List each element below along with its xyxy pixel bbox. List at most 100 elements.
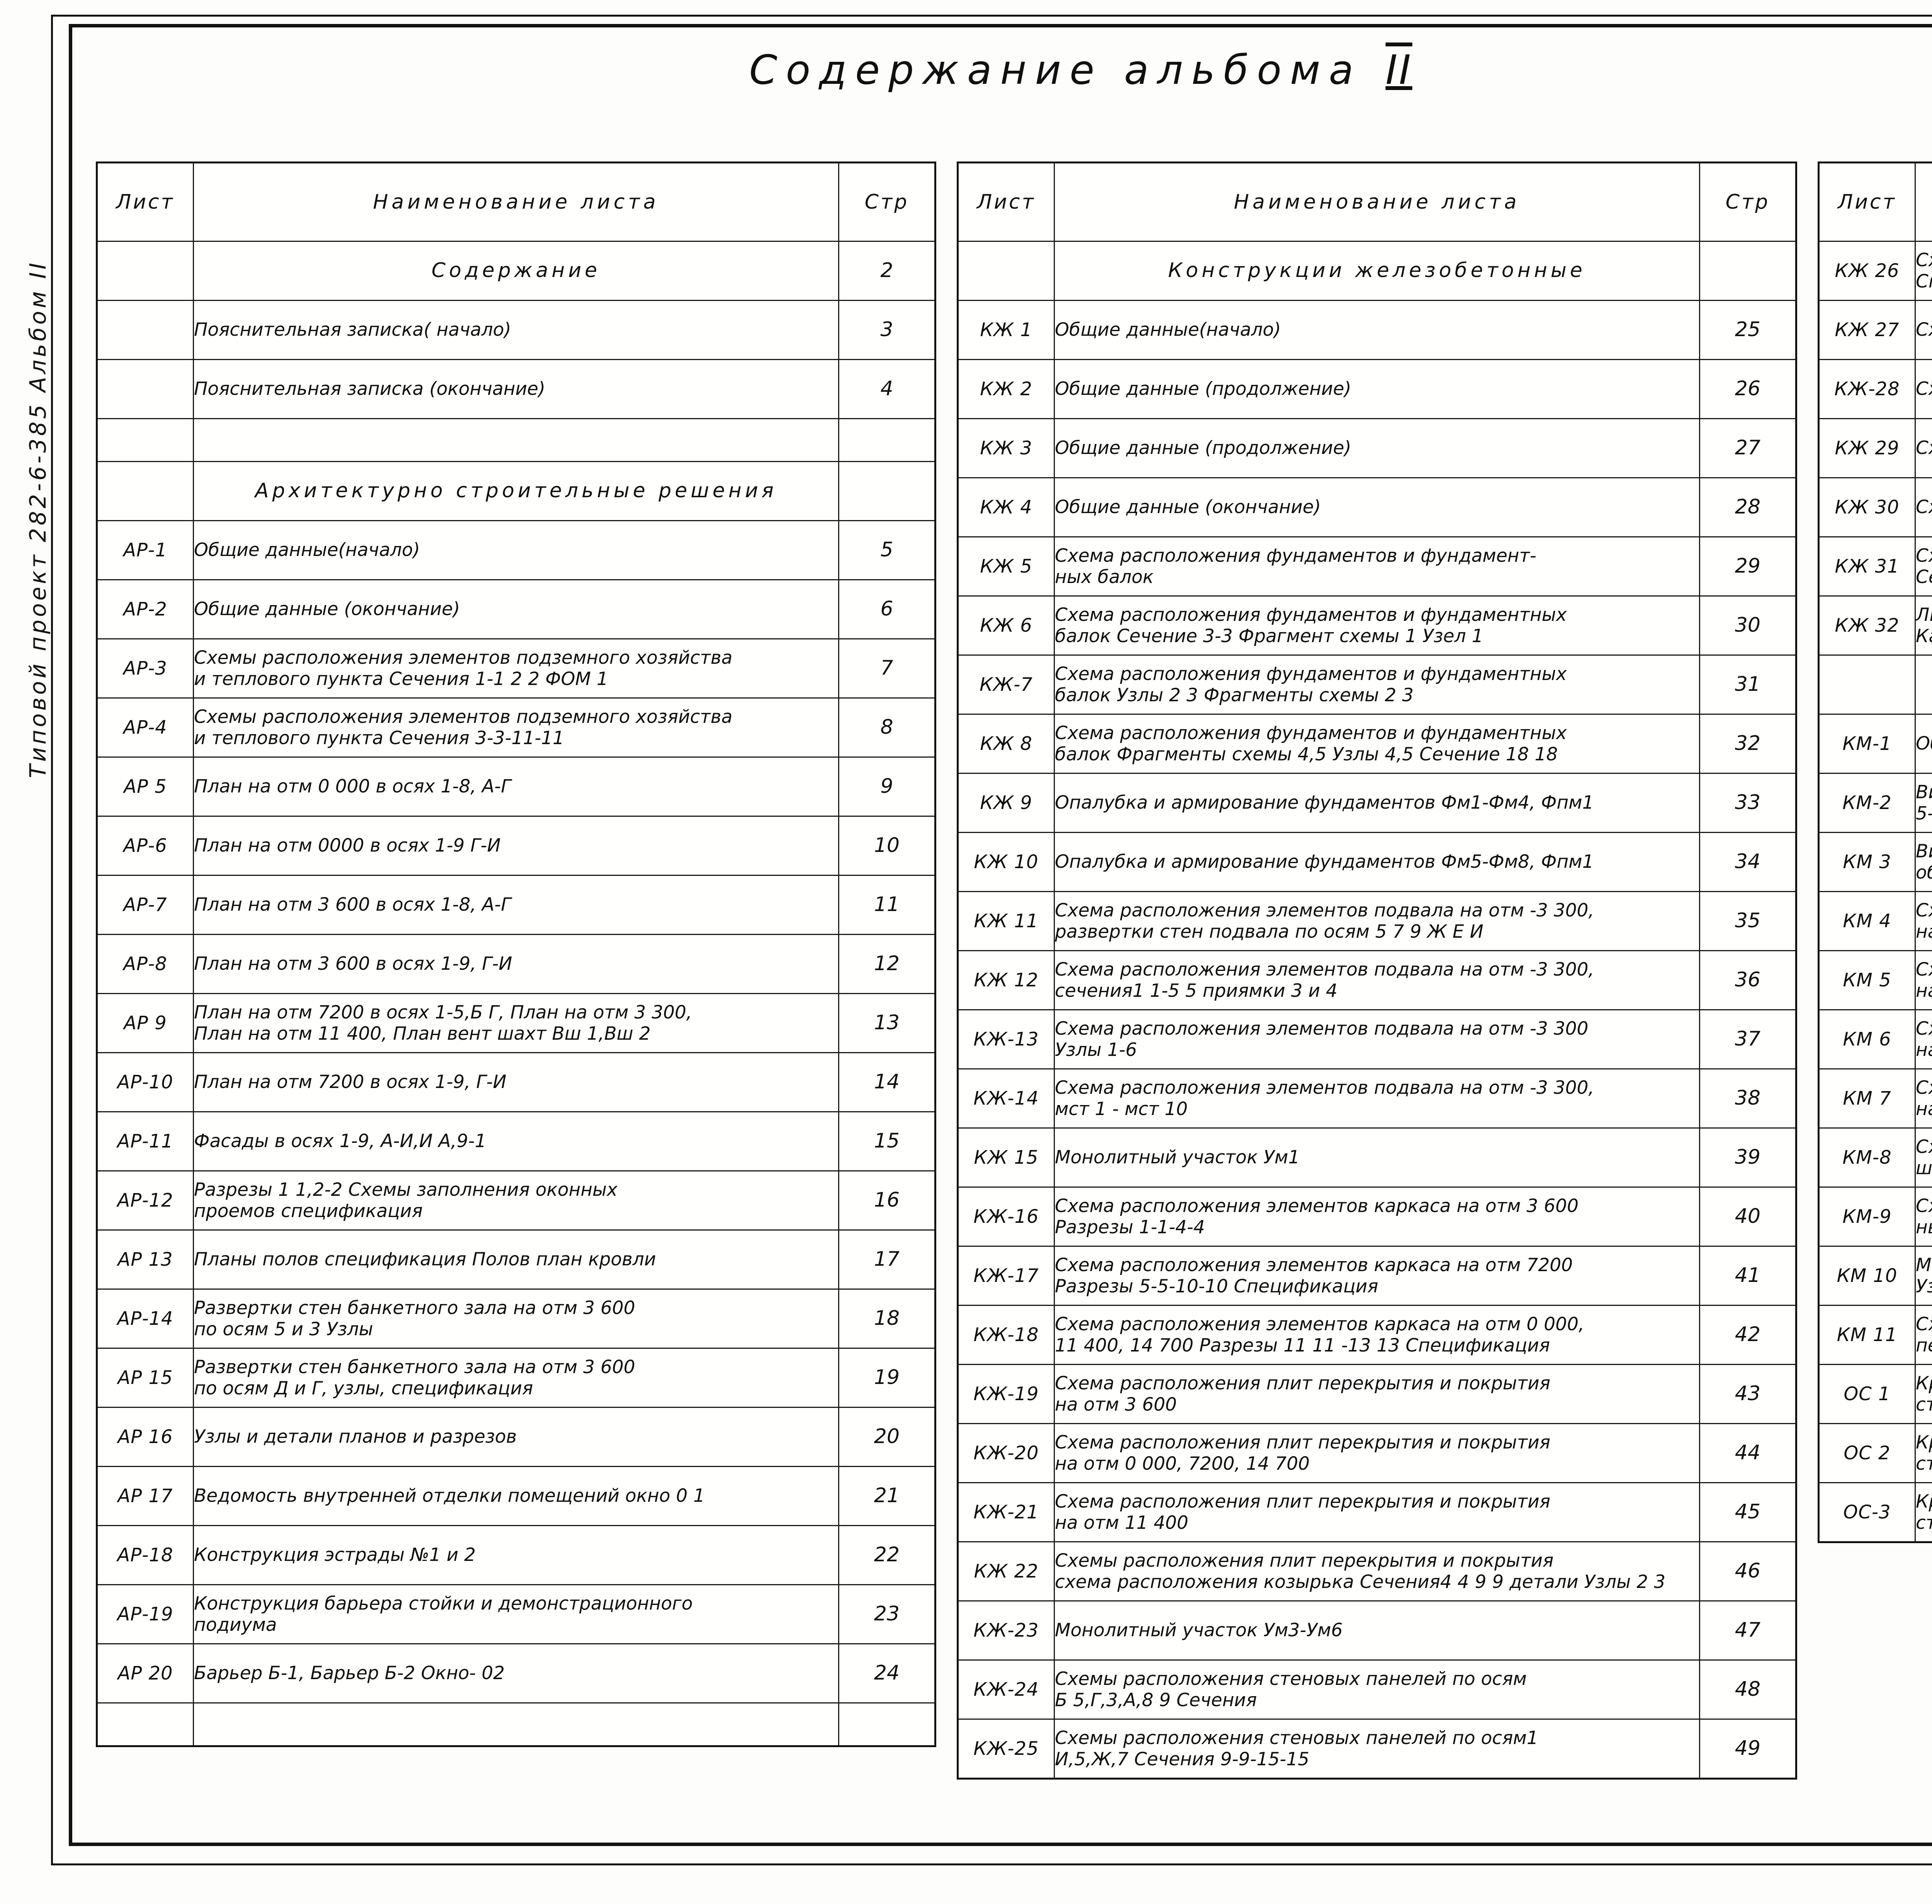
sheet-name-line: Разрезы 1 1,2-2 Схемы заполнения оконных	[194, 1179, 618, 1200]
sheet-name-cell: Схема расположения элементов подвала на …	[1054, 1068, 1700, 1129]
sheet-name-line: Конструкции железобетонные	[1168, 259, 1586, 282]
table-row: КМ-2Витражи Схемы остекления между осями…	[1818, 773, 1932, 833]
sheet-name-line: и теплового пункта Сечения 1-1 2 2 ФОМ 1	[194, 668, 609, 690]
sheet-name-line: Схемы расположения элементов подземного …	[194, 706, 733, 728]
sheet-name-line: подиума	[194, 1614, 277, 1635]
sheet-code-cell: КЖ 22	[957, 1541, 1055, 1601]
sheet-name-line: Краткие рекомендации по организации	[1916, 1372, 1932, 1394]
sheet-code-cell: АР-14	[96, 1289, 194, 1349]
table-row: АР 5 План на отм 0 000 в осях 1-8, А-Г 9	[96, 756, 936, 817]
table-row: АР-3 Схемы расположения элементов подземн…	[96, 638, 936, 699]
table-row	[96, 1702, 936, 1747]
table-row: АР-2 Общие данные (окончание) 6	[96, 579, 936, 639]
sheet-code-cell: КЖ 30	[1818, 477, 1916, 537]
table-row: КЖ-28Схема расположения элементов лестни…	[1818, 359, 1932, 419]
table-row: КЖ-17 Схема расположения элементов каркас…	[957, 1246, 1797, 1306]
table-row: КЖ-25 Схемы расположения стеновых панелей…	[957, 1719, 1797, 1779]
sheet-name-line: Монолитный участок Ум1	[1055, 1147, 1300, 1168]
sheet-code-cell: АР 16	[96, 1407, 194, 1467]
sheet-name-line: Планы полов спецификация Полов план кров…	[194, 1249, 656, 1270]
table-row: КЖ 32Лифт грузовой малый Q = 100 кгКабин…	[1818, 595, 1932, 656]
sheet-name-line: и теплового пункта Сечения 3-3-11-11	[194, 728, 565, 749]
sheet-name-line: Общие данные (продолжение)	[1055, 437, 1352, 459]
table-row: КЖ-20 Схема расположения плит перекрытия …	[957, 1423, 1797, 1483]
page-number-cell: 48	[1699, 1659, 1797, 1720]
table-row: КЖ 6 Схема расположения фундаментов и фун…	[957, 595, 1797, 656]
sheet-code-cell: КЖ 10	[957, 832, 1055, 892]
table-row: КЖ 27Схема расположения элементов лестни…	[1818, 300, 1932, 360]
sheet-name-line: Схема расположения направляющих конвейер…	[1916, 1195, 1932, 1217]
page-number-cell: 45	[1699, 1482, 1797, 1542]
sheet-code-cell: КЖ-24	[957, 1659, 1055, 1720]
sheet-name-cell: Схема расположения направляющих конвейер…	[1915, 1187, 1932, 1247]
column-header-sheet: Лист	[96, 162, 194, 242]
drawing-frame-outer	[51, 15, 1932, 1865]
table-row: КЖ 3 Общие данные (продолжение) 27	[957, 418, 1797, 478]
page-number-cell: 23	[838, 1584, 936, 1644]
sheet-code-cell: АР-7	[96, 875, 194, 935]
sheet-name-line: Схема расположения подвесных потолков	[1916, 899, 1932, 921]
page-number-cell: 30	[1699, 595, 1797, 656]
page-number-cell: 19	[838, 1348, 936, 1408]
sheet-name-line: Схема расположения плит перекрытия и пок…	[1055, 1372, 1551, 1394]
table-row: КЖ 30Схема расположения элементов лестни…	[1818, 477, 1932, 537]
sheet-name-cell: Монолитный участок Ум1	[1054, 1127, 1700, 1188]
margin-project-stamp-text: Типовой проект 282-6-385 Альбом II	[25, 260, 51, 778]
sheet-name-line: на отм 6 600, 6 100	[1916, 980, 1932, 1001]
table-row: Пояснительная записка( начало) 3	[96, 300, 936, 360]
sheet-name-line: Схема расположения фундаментов и фундаме…	[1055, 545, 1537, 566]
column-header-page: Стр	[838, 162, 936, 242]
section-heading-row: Архитектурно строительные решения	[96, 461, 936, 521]
page-number-cell: 32	[1699, 714, 1797, 774]
sheet-name-line: План на отм 0000 в осях 1-9 Г-И	[194, 835, 501, 857]
sheet-name-line: Схема расположения плит перекрытия и пок…	[1055, 1491, 1551, 1512]
sheet-code-cell: АР-3	[96, 638, 194, 699]
sheet-name-cell: Схема расположения элементов каркаса на …	[1054, 1305, 1700, 1365]
page-number-cell: 40	[1699, 1187, 1797, 1247]
page-number-cell: 36	[1699, 950, 1797, 1010]
page-number-cell: 3	[838, 300, 936, 360]
sheet-code-cell: АР-12	[96, 1170, 194, 1231]
sheet-name-line: Схема расположения элементов каркаса на …	[1055, 1195, 1579, 1217]
sheet-name-line: Схемы расположения элементов подземного …	[194, 647, 733, 668]
page-number-cell: 33	[1699, 773, 1797, 833]
sheet-name-cell: Схемы расположения стеновых панелеиСпеци…	[1915, 241, 1932, 301]
sheet-name-line: Схема расположения элементов лестницы Л1	[1916, 319, 1932, 341]
page-number-cell: 18	[838, 1289, 936, 1349]
table-row: КЖ 31Схема расположения элементов шахты …	[1818, 536, 1932, 597]
sheet-name-line: Опалубка и армирование фундаментов Фм1-Ф…	[1055, 792, 1594, 814]
page-number-cell: 9	[838, 756, 936, 817]
sheet-name-line: Схема расположения элементов лестницы Л3	[1916, 437, 1932, 459]
sheet-name-cell: Планы полов спецификация Полов план кров…	[193, 1229, 839, 1290]
sheet-name-line: развертки стен подвала по осям 5 7 9 Ж Е…	[1055, 921, 1483, 942]
column-header-name: Наименование листа	[1054, 162, 1700, 242]
page-number-cell: 15	[838, 1111, 936, 1171]
page-number-cell: 25	[1699, 300, 1797, 360]
sheet-name-line: балок Узлы 2 3 Фрагменты схемы 2 3	[1055, 685, 1414, 706]
sheet-name-line: Схема расположения элементов подвала на …	[1055, 1077, 1594, 1098]
sheet-name-line: Схемы расположения стеновых панелей по о…	[1055, 1727, 1539, 1749]
sheet-code-cell: КЖ-16	[957, 1187, 1055, 1247]
table-row: КЖ 22 Схемы расположения плит перекрытия …	[957, 1541, 1797, 1601]
sheet-code-cell: КМ 10	[1818, 1246, 1916, 1306]
sheet-code-cell: КЖ 4	[957, 477, 1055, 537]
sheet-name-cell: Схема расположения элементов подвала на …	[1054, 950, 1700, 1010]
sheet-name-line: Схема расположения элементов шахты лифта	[1916, 545, 1932, 566]
sheet-name-cell: Архитектурно строительные решения	[193, 461, 839, 521]
column-header-sheet: Лист	[1818, 162, 1916, 242]
sheet-code-cell: КЖ-17	[957, 1246, 1055, 1306]
table-row: КЖ 10 Опалубка и армирование фундаментов …	[957, 832, 1797, 892]
table-row: АР-10 План на отм 7200 в осях 1-9, Г-И 14	[96, 1052, 936, 1112]
sheet-code-cell: КЖ 11	[957, 891, 1055, 951]
sheet-name-cell: Краткие рекомендации по организациистрои…	[1915, 1364, 1932, 1424]
table-row: АР-7 План на отм 3 600 в осях 1-8, А-Г 11	[96, 875, 936, 935]
table-row: АР 16 Узлы и детали планов и разрезов 20	[96, 1407, 936, 1467]
table-row: КЖ-7 Схема расположения фундаментов и фун…	[957, 654, 1797, 715]
sheet-code-cell: КЖ 9	[957, 773, 1055, 833]
sheet-name-line: строительства (окончание)	[1916, 1512, 1932, 1533]
sheet-name-line: балок Фрагменты схемы 4,5 Узлы 4,5 Сечен…	[1055, 744, 1558, 765]
sheet-name-cell: План на отм 0000 в осях 1-9 Г-И	[193, 816, 839, 876]
